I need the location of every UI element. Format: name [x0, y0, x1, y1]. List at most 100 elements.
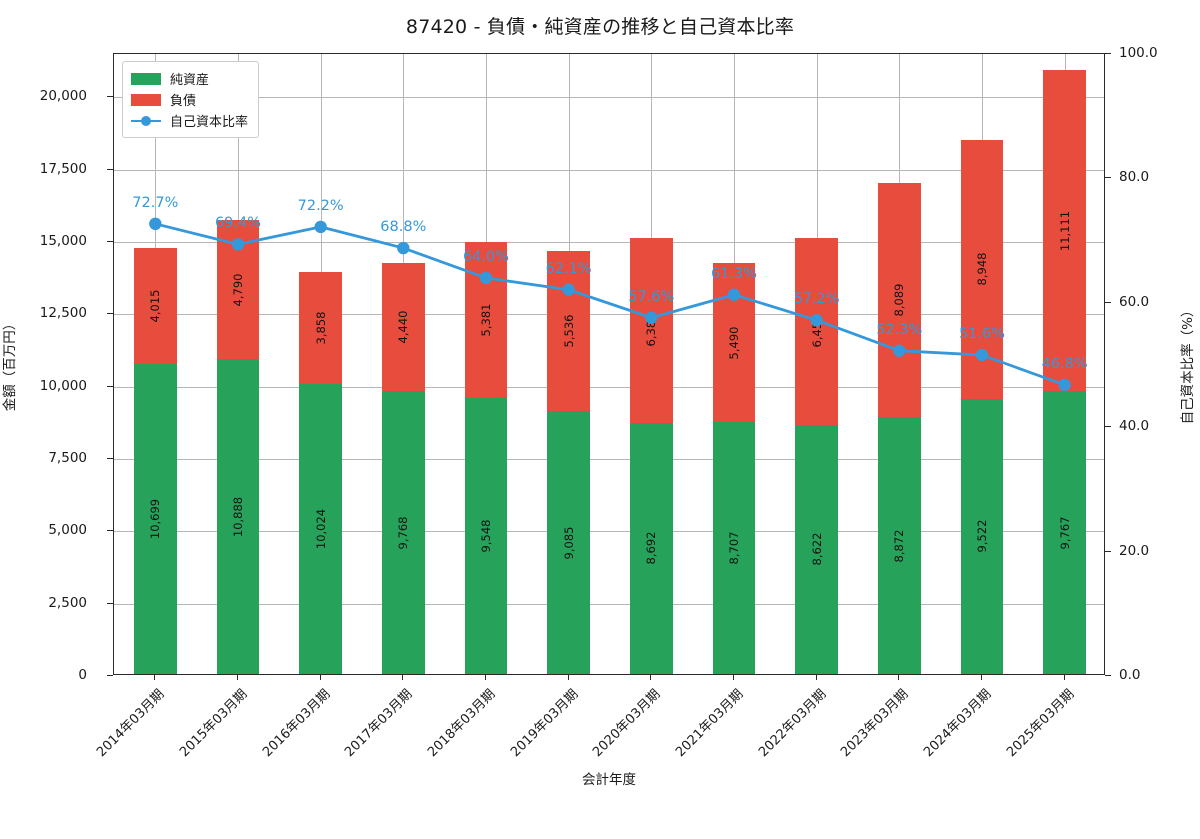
ratio-data-point[interactable]: [314, 220, 327, 234]
bar-segment-equity[interactable]: 10,888: [216, 359, 260, 674]
y-tick-mark-left: [107, 602, 113, 604]
legend-label: 自己資本比率: [170, 115, 249, 130]
y-tick-label-right: 40.0: [1119, 418, 1150, 435]
bar-group[interactable]: 10,888 4,790: [216, 220, 260, 674]
ratio-data-point[interactable]: [893, 344, 906, 357]
bar-segment-debt[interactable]: 6,389: [629, 237, 673, 423]
ratio-value-label: 64.0%: [462, 248, 510, 265]
ratio-data-point[interactable]: [810, 314, 823, 327]
x-tick-label: 2016年03月期: [259, 686, 334, 761]
ratio-data-point[interactable]: [645, 311, 658, 324]
gridline-horizontal: [114, 531, 1104, 533]
ratio-data-point[interactable]: [149, 217, 162, 231]
bar-segment-equity[interactable]: 9,768: [381, 391, 425, 674]
legend-item[interactable]: 純資産: [131, 68, 248, 89]
x-axis-label: 会計年度: [582, 772, 636, 788]
bar-group[interactable]: 9,767 11,111: [1043, 70, 1087, 674]
ratio-data-point[interactable]: [727, 288, 741, 301]
legend-swatch-icon: [131, 93, 161, 106]
ratio-value-label: 57.2%: [793, 291, 840, 308]
legend-item[interactable]: 自己資本比率: [131, 110, 248, 131]
bar-segment-equity[interactable]: 10,024: [299, 384, 343, 674]
x-tick-mark: [485, 675, 486, 680]
x-tick-mark: [898, 675, 900, 680]
bar-segment-equity[interactable]: 8,872: [877, 417, 921, 674]
gridline-horizontal: [114, 169, 1104, 171]
y-tick-label-left: 12,500: [39, 305, 87, 322]
y-tick-label-left: 0: [78, 667, 87, 683]
bar-group[interactable]: 10,024 3,858: [299, 272, 343, 674]
y-tick-label-right: 80.0: [1119, 169, 1150, 186]
x-tick-label: 2022年03月期: [755, 686, 830, 761]
y-tick-mark-left: [107, 96, 113, 98]
bar-segment-debt[interactable]: 4,440: [381, 262, 425, 392]
bar-segment-debt[interactable]: 8,089: [877, 183, 921, 418]
x-tick-label: 2015年03月期: [177, 686, 251, 761]
x-tick-label: 2024年03月期: [921, 686, 995, 761]
legend-item[interactable]: 負債: [131, 89, 248, 110]
ratio-value-label: 57.6%: [628, 288, 675, 305]
bar-segment-debt[interactable]: 5,536: [547, 251, 591, 412]
y-tick-label-left: 15,000: [39, 233, 87, 250]
ratio-data-point[interactable]: [231, 238, 245, 251]
gridline-horizontal: [114, 459, 1104, 461]
bar-segment-equity[interactable]: 9,548: [464, 397, 508, 674]
bar-group[interactable]: 9,522 8,948: [960, 139, 1004, 674]
bar-segment-equity[interactable]: 9,085: [547, 411, 591, 674]
ratio-value-label: 69.4%: [214, 215, 262, 232]
bar-segment-equity[interactable]: 9,767: [1043, 391, 1087, 674]
bar-segment-equity[interactable]: 8,707: [712, 422, 756, 674]
ratio-data-point[interactable]: [479, 271, 493, 285]
bar-segment-equity[interactable]: 9,522: [960, 398, 1004, 674]
ratio-data-point[interactable]: [562, 283, 575, 296]
legend-label: 負債: [170, 94, 197, 109]
ratio-line-layer: [149, 217, 1071, 392]
bar-segment-debt[interactable]: 4,015: [133, 248, 177, 365]
x-tick-mark: [1063, 675, 1065, 680]
bar-group[interactable]: 8,872 8,089: [877, 183, 921, 674]
bar-series-layer: 10,699 4,015 10,888 4,790 10,024 3,858 9,768 4,…: [114, 54, 1104, 674]
bar-segment-debt[interactable]: 3,858: [299, 272, 343, 385]
ratio-value-label: 68.8%: [380, 219, 427, 236]
y-tick-mark-left: [107, 241, 113, 243]
bar-group[interactable]: 10,699 4,015: [133, 248, 177, 674]
y-tick-mark-left: [107, 313, 113, 315]
plot-area: 10,699 4,015 10,888 4,790 10,024 3,858 9,768 4,…: [113, 53, 1105, 675]
ratio-value-label: 52.3%: [876, 321, 923, 338]
bar-group[interactable]: 8,622 6,452: [795, 237, 839, 674]
legend-label: 純資産: [170, 73, 210, 88]
y-tick-mark-left: [107, 675, 113, 676]
gridline-horizontal: [114, 314, 1104, 316]
bar-segment-equity[interactable]: 10,699: [133, 364, 177, 674]
x-tick-label: 2018年03月期: [425, 686, 499, 761]
bar-segment-debt[interactable]: 6,452: [795, 237, 839, 425]
bar-segment-equity[interactable]: 8,692: [629, 422, 673, 674]
gridline-horizontal: [114, 97, 1104, 99]
ratio-data-point[interactable]: [397, 241, 410, 255]
y-axis-label-left: 金額（百万円）: [2, 316, 18, 412]
x-tick-label: 2014年03月期: [94, 686, 168, 761]
y-tick-label-left: 20,000: [39, 88, 87, 105]
x-tick-mark: [815, 675, 817, 680]
ratio-data-point[interactable]: [1058, 378, 1071, 392]
y-tick-mark-right: [1105, 177, 1111, 179]
y-tick-mark-left: [107, 530, 113, 532]
bar-segment-debt[interactable]: 5,381: [464, 242, 508, 398]
y-tick-label-left: 17,500: [39, 160, 87, 177]
bar-group[interactable]: 9,768 4,440: [381, 262, 425, 674]
ratio-value-label: 62.1%: [545, 260, 592, 277]
bar-group[interactable]: 9,548 5,381: [464, 242, 508, 674]
ratio-data-point[interactable]: [975, 348, 989, 362]
bar-group[interactable]: 8,692 6,389: [629, 237, 673, 674]
y-tick-label-right: 60.0: [1119, 293, 1150, 310]
bar-group[interactable]: 8,707 5,490: [712, 263, 756, 674]
gridline-horizontal: [114, 386, 1104, 388]
x-tick-label: 2025年03月期: [1003, 686, 1078, 761]
bar-segment-debt[interactable]: 11,111: [1043, 70, 1087, 392]
x-tick-mark: [733, 675, 734, 680]
bar-group[interactable]: 9,085 5,536: [547, 251, 591, 674]
bar-segment-equity[interactable]: 8,622: [795, 424, 839, 674]
x-tick-mark: [402, 675, 404, 680]
chart-title: 87420 - 負債・純資産の推移と自己資本比率: [405, 16, 795, 38]
gridline-horizontal: [114, 603, 1104, 605]
